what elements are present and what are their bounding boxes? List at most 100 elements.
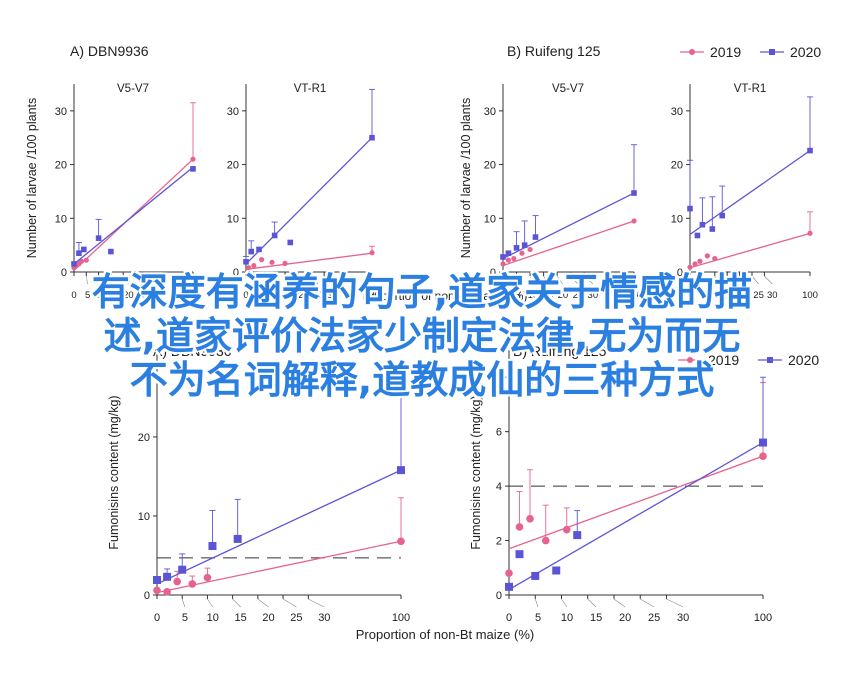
x-tick-label: 30	[318, 612, 330, 624]
y-tick-label: 20	[671, 160, 683, 172]
data-point-2020	[709, 226, 716, 232]
x-tick-guide	[529, 275, 534, 285]
x-tick-label: 30	[677, 612, 689, 624]
legend-label: 2019	[710, 44, 741, 60]
legend-label: 2020	[790, 44, 821, 60]
fit-line-2020	[689, 150, 811, 235]
y-axis-label: Number of larvae /100 plants	[25, 98, 39, 259]
data-point-2019	[759, 452, 767, 460]
panel-title: A) DBN9936	[153, 343, 232, 359]
legend-marker	[769, 49, 775, 55]
data-point-2020	[531, 571, 540, 580]
panel-title: B) Ruifeng 125	[507, 43, 601, 59]
legend-marker	[689, 49, 695, 55]
data-point-2020	[163, 572, 172, 581]
data-point-2020	[71, 261, 77, 267]
x-tick-guide	[297, 275, 304, 285]
x-tick-label: 100	[802, 290, 818, 301]
x-tick-label: 25	[573, 290, 584, 301]
data-point-2019	[153, 586, 161, 595]
y-tick-label: 0	[144, 590, 150, 602]
x-tick-label: 100	[392, 612, 410, 624]
x-tick-label: 5	[535, 612, 541, 624]
y-tick-label: 20	[55, 160, 67, 172]
data-point-2019	[500, 261, 506, 267]
data-point-2020	[271, 232, 278, 239]
x-tick-label: 10	[712, 290, 723, 301]
x-tick-label: 15	[590, 612, 602, 624]
x-tick-label: 25	[648, 612, 660, 624]
fit-line-2020	[156, 469, 402, 585]
y-tick-label: 10	[227, 213, 239, 225]
panel-subtitle: VT-R1	[294, 83, 327, 95]
y-tick-label: 6	[496, 427, 502, 439]
data-point-2020	[76, 250, 82, 256]
legend-label: 2019	[708, 352, 739, 368]
x-tick-label: 15	[235, 612, 247, 624]
data-point-2020	[694, 232, 701, 239]
x-tick-label: 25	[753, 290, 764, 301]
x-tick-guide	[556, 275, 564, 285]
data-point-2019	[526, 514, 534, 523]
data-point-2020	[95, 235, 102, 241]
fit-line-2020	[502, 192, 635, 260]
data-point-2019	[173, 577, 181, 586]
data-point-2019	[505, 257, 512, 263]
x-tick-label: 25	[313, 290, 324, 301]
panel-title: A) DBN9936	[70, 43, 149, 59]
data-point-2019	[631, 218, 637, 224]
series-2020	[505, 376, 767, 591]
series-2019	[505, 382, 767, 578]
fit-line-2020	[73, 166, 194, 265]
data-point-2020	[500, 254, 506, 260]
series-2019	[500, 218, 637, 267]
x-tick-guide	[726, 275, 732, 285]
y-tick-label: 0	[61, 267, 67, 279]
data-point-2020	[256, 246, 262, 253]
data-point-2020	[532, 234, 539, 240]
y-axis-label: Number of larvae /100 plants	[459, 98, 473, 259]
x-tick-label: 100	[626, 290, 642, 301]
x-tick-guide	[86, 275, 88, 285]
x-tick-label: 30	[588, 290, 599, 301]
x-tick-label: 100	[754, 612, 772, 624]
y-tick-label: 10	[138, 511, 150, 523]
data-point-2019	[697, 258, 703, 264]
x-tick-guide	[257, 598, 269, 608]
x-tick-label: 0	[243, 290, 248, 301]
x-tick-label: 5	[182, 612, 188, 624]
data-point-2019	[515, 523, 524, 531]
y-tick-label: 30	[671, 106, 683, 118]
x-tick-guide	[640, 598, 655, 608]
x-tick-label: 5	[258, 290, 263, 301]
data-point-2019	[704, 253, 710, 259]
fit-line-2019	[245, 252, 373, 270]
x-tick-guide	[258, 275, 261, 285]
data-point-2020	[699, 221, 706, 228]
x-tick-label: 30	[150, 290, 161, 301]
x-axis-label: Proportion of non-Bt maize (%)	[356, 627, 534, 642]
data-point-2020	[190, 166, 196, 172]
data-point-2019	[163, 588, 171, 596]
data-point-2019	[692, 261, 698, 267]
y-tick-label: 30	[55, 106, 67, 118]
x-tick-guide	[232, 598, 241, 608]
x-tick-guide	[323, 275, 333, 285]
x-tick-guide	[271, 275, 276, 285]
data-point-2020	[178, 565, 187, 574]
series-2020	[243, 88, 375, 265]
data-point-2019	[282, 260, 288, 267]
x-tick-guide	[147, 275, 156, 285]
x-tick-guide	[284, 275, 290, 285]
y-tick-label: 0	[490, 267, 496, 279]
data-point-2020	[369, 134, 375, 141]
x-tick-label: 25	[137, 290, 148, 301]
y-tick-label: 10	[55, 213, 67, 225]
x-tick-label: 20	[558, 290, 569, 301]
x-tick-guide	[282, 598, 297, 608]
legend-label: 2020	[788, 352, 819, 368]
panel-title: B) Ruifeng 125	[513, 343, 607, 359]
fit-line-2020	[245, 137, 373, 265]
chart-bottom-left: 0 10 20 0 5 10 15 20 25 30 100 A) DBN9936 Fumonisins…	[107, 343, 410, 624]
